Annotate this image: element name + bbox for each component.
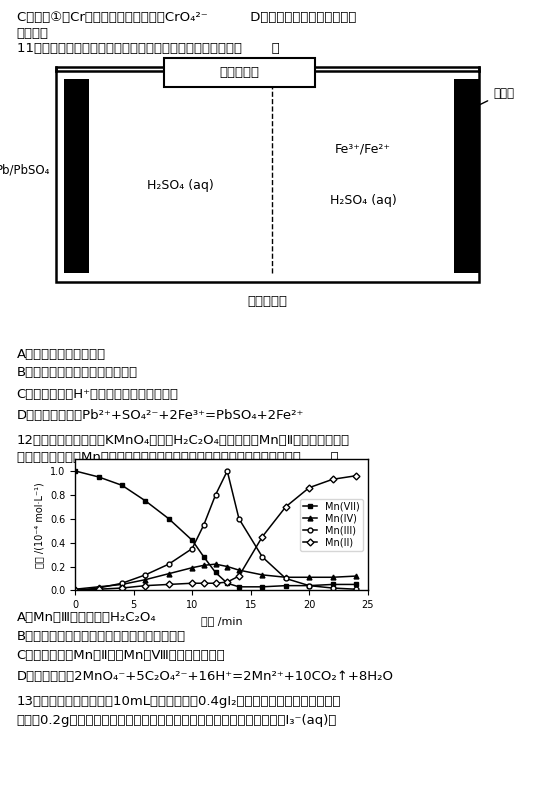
Mn(III): [282, 573, 289, 583]
Mn(III): [306, 581, 312, 590]
Mn(VII): [72, 466, 79, 476]
Mn(III): [119, 578, 125, 588]
Text: H₂SO₄ (aq): H₂SO₄ (aq): [330, 194, 396, 207]
Y-axis label: 浓度 /(10⁻⁴ mol·L⁻¹): 浓度 /(10⁻⁴ mol·L⁻¹): [35, 482, 45, 568]
Line: Mn(VII): Mn(VII): [73, 469, 358, 590]
Mn(IV): [236, 565, 242, 575]
Text: 多孔碘: 多孔碘: [463, 87, 514, 113]
Mn(III): [201, 520, 207, 530]
Mn(IV): [224, 562, 231, 572]
Text: C．滤液①中Cr元素的主要存在形式为CrO₄²⁻          D．淨粉水解液中的葡萄糖其: C．滤液①中Cr元素的主要存在形式为CrO₄²⁻ D．淨粉水解液中的葡萄糖其: [17, 11, 356, 24]
Mn(III): [236, 514, 242, 524]
Mn(VII): [224, 578, 231, 588]
Text: C．该条件下，Mn（Ⅱ）和Mn（Ⅷ）不能大量共存: C．该条件下，Mn（Ⅱ）和Mn（Ⅷ）不能大量共存: [17, 649, 226, 662]
Mn(III): [72, 586, 79, 595]
Line: Mn(III): Mn(III): [73, 469, 358, 593]
Mn(IV): [329, 573, 336, 582]
Text: C．放电时右侧H⁺通过质子交换膜移向左侧: C．放电时右侧H⁺通过质子交换膜移向左侧: [17, 388, 179, 401]
Text: 12．一定条件下，酸性KMnO₄溶液与H₂C₂O₄发生反应，Mn（Ⅱ）起催化作用，: 12．一定条件下，酸性KMnO₄溶液与H₂C₂O₄发生反应，Mn（Ⅱ）起催化作用…: [17, 434, 350, 447]
Bar: [454, 79, 479, 273]
Text: Pb/PbSO₄: Pb/PbSO₄: [0, 164, 50, 177]
Mn(VII): [329, 580, 336, 590]
Line: Mn(II): Mn(II): [73, 474, 358, 593]
Mn(II): [119, 583, 125, 593]
Mn(IV): [259, 570, 266, 580]
Text: 再加入0.2g锅粒，溶液颜色加深；最终紫黑色晶体消失，溶液褪色。已知I₃⁻(aq)为: 再加入0.2g锅粒，溶液颜色加深；最终紫黑色晶体消失，溶液褪色。已知I₃⁻(aq…: [17, 714, 337, 727]
Mn(II): [306, 483, 312, 492]
Mn(IV): [119, 580, 125, 590]
Mn(IV): [72, 585, 79, 594]
Mn(III): [329, 583, 336, 593]
Mn(II): [259, 532, 266, 542]
Mn(II): [189, 578, 196, 588]
Text: B．储能过程中电能转变为化学能: B．储能过程中电能转变为化学能: [17, 366, 138, 379]
Text: H₂SO₄ (aq): H₂SO₄ (aq): [147, 179, 214, 192]
Mn(IV): [306, 573, 312, 582]
Mn(II): [282, 502, 289, 512]
Text: 11．某低成本储能电池原理如下图所示。下列说法正确的是（       ）: 11．某低成本储能电池原理如下图所示。下列说法正确的是（ ）: [17, 42, 280, 55]
Mn(II): [329, 474, 336, 484]
Mn(IV): [142, 575, 149, 585]
Text: D．充电总反应：Pb²⁺+SO₄²⁻+2Fe³⁺=PbSO₄+2Fe²⁺: D．充电总反应：Pb²⁺+SO₄²⁻+2Fe³⁺=PbSO₄+2Fe²⁺: [17, 409, 304, 422]
Mn(II): [201, 578, 207, 588]
Legend: Mn(VII), Mn(IV), Mn(III), Mn(II): Mn(VII), Mn(IV), Mn(III), Mn(II): [300, 499, 363, 551]
Mn(II): [95, 585, 102, 594]
Mn(VII): [306, 581, 312, 590]
Line: Mn(IV): Mn(IV): [73, 562, 358, 592]
Text: B．随着反应物浓度的减小，反应速率逐渐减小: B．随着反应物浓度的减小，反应速率逐渐减小: [17, 630, 186, 643]
Mn(IV): [353, 571, 359, 581]
Mn(III): [165, 560, 172, 569]
Mn(IV): [282, 573, 289, 582]
Mn(II): [236, 571, 242, 581]
Mn(IV): [189, 563, 196, 573]
Bar: [164, 58, 315, 87]
Mn(III): [212, 490, 219, 500]
Text: A．放电时负极质量减小: A．放电时负极质量减小: [17, 348, 106, 361]
Text: 电源或负载: 电源或负载: [219, 66, 260, 79]
Mn(VII): [119, 480, 125, 490]
Bar: [64, 79, 89, 273]
Mn(III): [189, 543, 196, 553]
Mn(II): [212, 578, 219, 588]
Mn(VII): [95, 472, 102, 482]
Mn(III): [95, 583, 102, 593]
Mn(III): [259, 552, 266, 562]
Text: D．总反应为：2MnO₄⁻+5C₂O₄²⁻+16H⁺=2Mn²⁺+10CO₂↑+8H₂O: D．总反应为：2MnO₄⁻+5C₂O₄²⁻+16H⁺=2Mn²⁺+10CO₂↑+…: [17, 670, 394, 683]
Text: 过程中不同价态含Mn粒子的浓度随时间变化如下图所示。下列说法正确的是（       ）: 过程中不同价态含Mn粒子的浓度随时间变化如下图所示。下列说法正确的是（ ）: [17, 451, 338, 464]
Mn(II): [165, 580, 172, 590]
Mn(VII): [142, 496, 149, 506]
Mn(VII): [282, 581, 289, 590]
Bar: [56, 67, 479, 282]
Mn(VII): [165, 514, 172, 524]
Mn(III): [353, 585, 359, 594]
Mn(II): [72, 586, 79, 595]
Mn(IV): [95, 582, 102, 592]
Text: Fe³⁺/Fe²⁺: Fe³⁺/Fe²⁺: [335, 143, 391, 156]
Mn(VII): [212, 568, 219, 577]
Mn(IV): [212, 560, 219, 569]
Text: 质子交换膜: 质子交换膜: [247, 295, 287, 308]
Text: 还原作用: 还原作用: [17, 27, 48, 40]
Mn(VII): [353, 580, 359, 590]
Mn(III): [142, 570, 149, 580]
Mn(III): [224, 466, 231, 476]
Mn(VII): [189, 535, 196, 545]
Mn(VII): [259, 582, 266, 592]
Mn(II): [353, 471, 359, 481]
Text: 13．某小组进行实验，內10mL蒋馏水中加入0.4gI₂，充分振荡，溶液呼浅棕色，: 13．某小组进行实验，內10mL蒋馏水中加入0.4gI₂，充分振荡，溶液呼浅棕色…: [17, 695, 341, 708]
Mn(IV): [201, 560, 207, 570]
Text: A．Mn（Ⅲ）不能氧化H₂C₂O₄: A．Mn（Ⅲ）不能氧化H₂C₂O₄: [17, 611, 157, 624]
X-axis label: 时间 /min: 时间 /min: [201, 616, 242, 625]
Mn(II): [142, 581, 149, 590]
Mn(VII): [201, 552, 207, 562]
Mn(II): [224, 577, 231, 587]
Mn(VII): [236, 582, 242, 592]
Mn(IV): [165, 569, 172, 578]
